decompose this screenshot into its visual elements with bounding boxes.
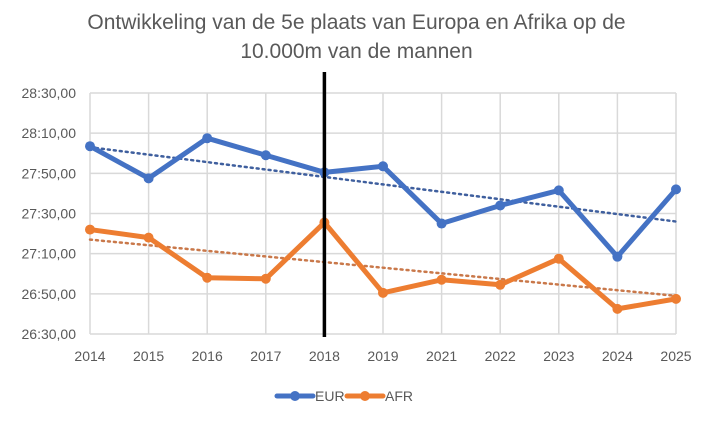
- x-tick-label: 2015: [133, 348, 164, 364]
- y-tick-label: 26:30,00: [22, 326, 77, 342]
- chart-title-line-2: 10.000m van de mannen: [240, 40, 473, 63]
- data-point-afr: [202, 272, 213, 283]
- data-point-afr: [260, 273, 271, 284]
- legend-label-afr: AFR: [385, 388, 413, 404]
- data-point-eur: [260, 150, 271, 161]
- data-point-afr: [143, 232, 154, 243]
- y-tick-label: 27:30,00: [22, 206, 77, 222]
- data-point-eur: [85, 141, 95, 152]
- gridlines: [89, 92, 677, 335]
- data-point-afr: [436, 274, 447, 285]
- chart-title: Ontwikkeling van de 5e plaats van Europa…: [0, 8, 713, 66]
- series-lines: [85, 133, 681, 314]
- data-point-eur: [495, 200, 506, 211]
- data-point-eur: [671, 184, 681, 195]
- trendline-afr: [88, 238, 678, 298]
- y-tick-label: 27:50,00: [22, 165, 77, 181]
- legend-label-eur: EUR: [315, 388, 345, 404]
- data-point-eur: [378, 161, 388, 172]
- y-axis-ticks: 28:30,00 28:10,00 27:50,00 27:30,00 27:10,00…: [22, 85, 77, 342]
- x-tick-label: 2017: [250, 348, 281, 364]
- x-tick-label: 2018: [309, 348, 340, 364]
- data-point-eur: [436, 218, 447, 229]
- data-point-afr: [612, 303, 623, 314]
- x-tick-label: 2019: [367, 348, 398, 364]
- legend: EUR AFR: [274, 388, 413, 404]
- y-tick-label: 26:50,00: [22, 286, 77, 302]
- x-tick-label: 2025: [660, 348, 691, 364]
- x-axis-ticks: 2014 2015 2016 2017 2018 2019 2021 2022 2023 2024…: [74, 348, 691, 364]
- data-point-afr: [495, 279, 506, 290]
- x-tick-label: 2021: [426, 348, 457, 364]
- y-tick-label: 27:10,00: [22, 246, 77, 262]
- x-tick-label: 2022: [485, 348, 516, 364]
- chart-title-line-1: Ontwikkeling van de 5e plaats van Europa…: [87, 11, 626, 34]
- x-tick-label: 2023: [543, 348, 574, 364]
- data-point-afr: [671, 293, 681, 304]
- data-point-eur: [202, 133, 213, 144]
- legend-marker-afr: [360, 391, 370, 401]
- legend-marker-eur: [290, 391, 300, 401]
- x-tick-label: 2024: [602, 348, 633, 364]
- data-point-eur: [612, 251, 623, 262]
- data-point-eur: [553, 185, 564, 196]
- y-tick-label: 28:10,00: [22, 125, 77, 141]
- data-point-eur: [143, 173, 154, 184]
- y-tick-label: 28:30,00: [22, 85, 77, 101]
- data-point-afr: [378, 287, 388, 298]
- x-tick-label: 2016: [192, 348, 223, 364]
- data-point-afr: [553, 253, 564, 264]
- x-tick-label: 2014: [74, 348, 105, 364]
- data-point-afr: [85, 224, 95, 235]
